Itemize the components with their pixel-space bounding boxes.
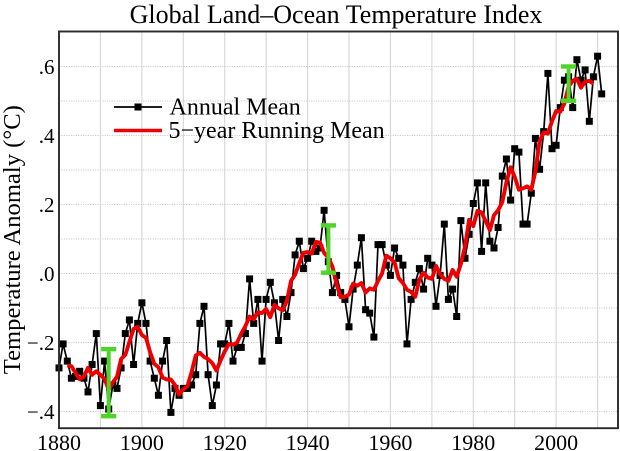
svg-text:.2: .2 xyxy=(39,193,55,217)
svg-text:5−year Running Mean: 5−year Running Mean xyxy=(169,118,385,144)
svg-text:1940: 1940 xyxy=(286,430,330,451)
svg-text:.6: .6 xyxy=(39,55,55,79)
svg-text:Annual Mean: Annual Mean xyxy=(170,94,301,120)
svg-text:1920: 1920 xyxy=(203,430,247,451)
svg-text:−.4: −.4 xyxy=(27,400,55,424)
svg-text:1960: 1960 xyxy=(368,430,412,451)
svg-text:1880: 1880 xyxy=(37,430,81,451)
svg-text:.0: .0 xyxy=(39,262,55,286)
svg-text:.4: .4 xyxy=(39,124,55,148)
svg-text:Temperature Anomaly (°C): Temperature Anomaly (°C) xyxy=(0,105,26,374)
svg-text:1980: 1980 xyxy=(451,430,495,451)
svg-text:1900: 1900 xyxy=(120,430,164,451)
svg-text:−.2: −.2 xyxy=(27,331,55,355)
svg-text:Global Land–Ocean Temperature: Global Land–Ocean Temperature Index xyxy=(130,0,543,29)
svg-text:2000: 2000 xyxy=(534,430,578,451)
